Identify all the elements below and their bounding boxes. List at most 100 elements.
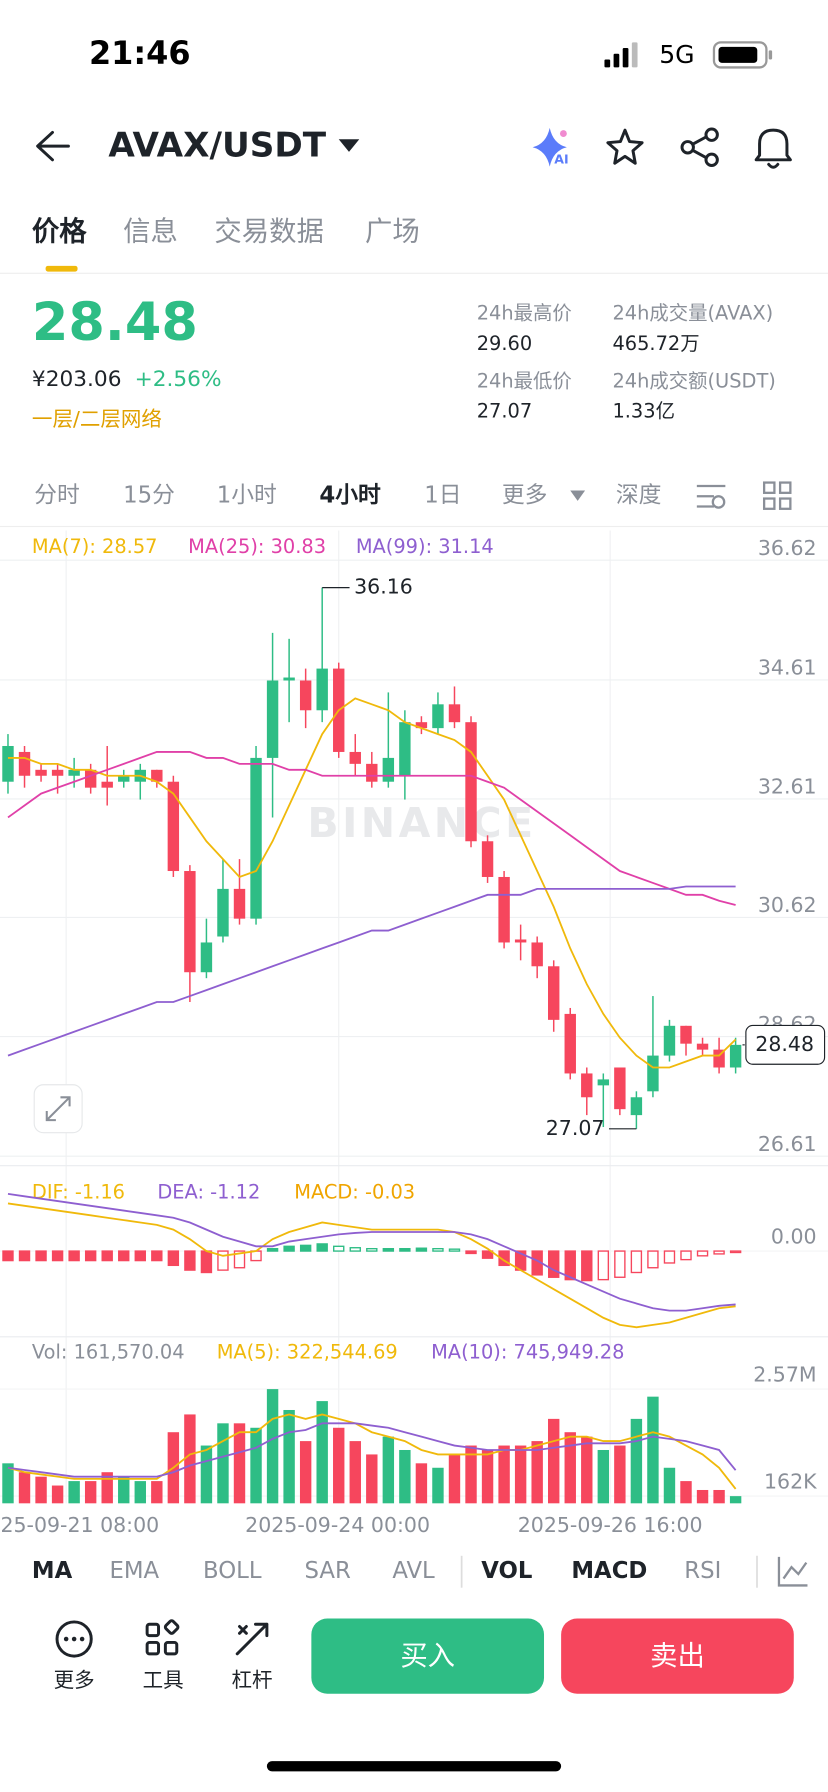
macd-bar [151, 1250, 163, 1262]
interval[interactable]: 1日 [424, 483, 461, 509]
candle-body [35, 769, 47, 776]
candle-body [266, 680, 279, 758]
volume-bar [333, 1427, 345, 1504]
candle-body [647, 1055, 659, 1092]
y-tick-label: 34.61 [758, 656, 817, 680]
macd-bar [299, 1244, 312, 1252]
legend-item: MA(25): 30.83 [188, 535, 326, 558]
macd-bar [614, 1250, 626, 1278]
candle-body [118, 775, 130, 782]
indicator-tab[interactable]: VOL [481, 1558, 532, 1584]
interval[interactable]: 15分 [123, 483, 175, 509]
macd-bar [200, 1250, 213, 1274]
indicator-tab[interactable]: RSI [684, 1558, 721, 1584]
volume-bar [415, 1463, 428, 1504]
candle-body [548, 966, 560, 1020]
macd-bar [415, 1247, 428, 1252]
volume-bar [266, 1389, 279, 1504]
watermark: BINANCE [307, 799, 536, 847]
indicator-tab[interactable]: AVL [392, 1558, 435, 1584]
volume-bar [349, 1441, 361, 1504]
candle-body [432, 704, 444, 729]
volume-bar [614, 1445, 626, 1504]
ma-line [7, 1413, 737, 1490]
candle-body [382, 757, 395, 782]
kline-chart: BINANCE36.6234.6132.6130.6228.6226.61MA(… [0, 530, 828, 1537]
macd-bar [713, 1250, 725, 1255]
legend-item: MA(99): 31.14 [356, 535, 494, 558]
buy-button[interactable]: 买入 [311, 1618, 545, 1694]
candle-body [51, 769, 64, 776]
layout-button[interactable] [762, 481, 792, 510]
tool-label: 杠杆 [232, 1668, 273, 1692]
tab[interactable]: 价格 [32, 216, 87, 247]
fullscreen-button[interactable] [33, 1084, 83, 1134]
macd-bar [18, 1250, 31, 1262]
candle-body [200, 942, 213, 973]
legend-item: MA(10): 745,949.28 [431, 1340, 624, 1363]
tab[interactable]: 信息 [123, 216, 178, 247]
tool-label: 更多 [54, 1668, 95, 1692]
share-button[interactable] [680, 127, 719, 167]
macd-bar [217, 1250, 229, 1271]
stat-label: 24h最高价 [477, 301, 572, 324]
more-tool[interactable] [55, 1620, 93, 1658]
buy-label[interactable]: 买入 [400, 1641, 455, 1672]
candle-body [18, 751, 31, 776]
tools-tool[interactable] [145, 1619, 180, 1656]
indicator-tab[interactable]: BOLL [203, 1558, 262, 1584]
interval[interactable]: 1小时 [217, 483, 277, 509]
sell-label[interactable]: 卖出 [650, 1641, 705, 1672]
interval[interactable]: 深度 [616, 483, 662, 509]
macd-bar [366, 1247, 378, 1252]
volume-bar [151, 1481, 163, 1504]
legend-item: DEA: -1.12 [157, 1181, 260, 1204]
time-label: 2025-09-24 00:00 [245, 1513, 430, 1537]
volume-bar [382, 1436, 395, 1504]
time-label: 25-09-21 08:00 [0, 1513, 159, 1537]
settings-button[interactable] [696, 484, 726, 509]
macd-bar [233, 1250, 246, 1269]
tab[interactable]: 交易数据 [214, 216, 323, 247]
tab[interactable]: 广场 [365, 216, 420, 247]
volume-bar [647, 1396, 659, 1504]
volume-bar [184, 1414, 196, 1504]
candle-body [481, 841, 494, 877]
price-cny: ¥203.06 [32, 367, 122, 392]
more-dropdown[interactable] [570, 490, 586, 501]
ai-button[interactable]: AI [532, 127, 569, 167]
leverage-tool[interactable] [235, 1622, 269, 1656]
y-tick-label: 32.61 [758, 775, 817, 799]
indicator-tab[interactable]: SAR [305, 1558, 351, 1584]
legend-item: MA(7): 28.57 [32, 535, 158, 558]
back-button[interactable] [36, 130, 70, 162]
stat-value: 29.60 [477, 332, 532, 355]
interval[interactable]: 更多 [502, 483, 548, 509]
volume-bar [564, 1432, 576, 1504]
drawing-tool[interactable] [777, 1556, 808, 1587]
macd-bar [382, 1247, 395, 1252]
macd-bar [283, 1245, 295, 1252]
macd-bar [647, 1250, 659, 1269]
interval[interactable]: 分时 [34, 483, 80, 509]
pair-title[interactable]: AVAX/USDT [108, 126, 326, 166]
volume-bar [630, 1418, 643, 1504]
indicator-tab[interactable]: EMA [109, 1558, 159, 1584]
divider [756, 1555, 758, 1588]
alert-button[interactable] [754, 128, 792, 169]
volume-bar [581, 1436, 593, 1504]
interval[interactable]: 4小时 [319, 483, 381, 509]
favorite-button[interactable] [606, 128, 644, 165]
candle-body [514, 939, 527, 943]
macd-bar [448, 1248, 461, 1252]
candle-body [415, 722, 428, 729]
indicator-tab[interactable]: MACD [571, 1558, 647, 1584]
sell-button[interactable]: 卖出 [561, 1618, 794, 1694]
y-tick-label: 26.61 [758, 1132, 817, 1156]
network-tag[interactable]: 一层/二层网络 [32, 407, 162, 431]
indicator-tab[interactable]: MA [32, 1558, 73, 1584]
stat-label: 24h成交量(AVAX) [612, 301, 773, 324]
pair-dropdown[interactable] [338, 139, 360, 152]
candle-body [564, 1013, 576, 1074]
